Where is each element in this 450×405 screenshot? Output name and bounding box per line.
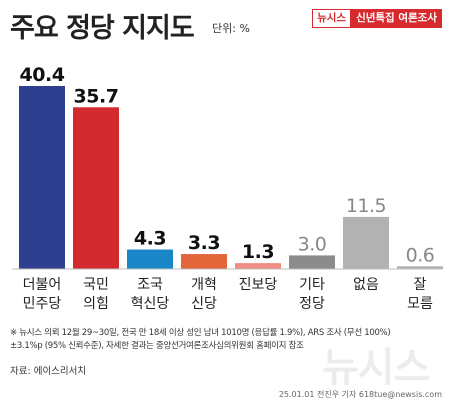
bar	[73, 107, 119, 269]
bar	[343, 216, 389, 269]
category-label: 정당	[299, 296, 325, 312]
bar	[181, 254, 227, 269]
labels-layer: 40.4 35.7 4.3 3.3 1.3 3.0 11.5 0.6	[20, 64, 435, 266]
series-label: 신년특집 여론조사	[351, 9, 442, 28]
category-label: 기타	[299, 277, 325, 293]
page-title: 주요 정당 지지도	[10, 13, 195, 44]
survey-footnote: ※ 뉴시스 의뢰 12월 29~30일, 전국 만 18세 이상 성인 남녀 1…	[10, 327, 442, 353]
category-label: 국민	[83, 277, 109, 293]
bar	[397, 266, 443, 269]
brand-badge: 뉴시스 신년특집 여론조사	[312, 9, 442, 28]
category-label: 모름	[407, 296, 433, 312]
bar	[19, 86, 65, 269]
source-note: 자료: 에이스리서치	[10, 366, 87, 377]
bar-value-label: 35.7	[74, 85, 119, 107]
unit-label: 단위: %	[212, 22, 250, 35]
category-label: 민주당	[23, 296, 62, 312]
bar	[289, 255, 335, 269]
credit-line: 25.01.01 전진우 기자 618tue@newsis.com	[278, 390, 442, 399]
category-label: 진보당	[239, 277, 278, 293]
bars-layer	[19, 86, 443, 269]
bar-value-label: 11.5	[346, 195, 386, 217]
watermark-logo: 뉴시스	[322, 345, 430, 391]
category-label: 잘	[414, 277, 427, 293]
category-label: 개혁	[191, 277, 217, 293]
bar	[235, 263, 281, 269]
category-label: 혁신당	[131, 296, 170, 312]
bar-value-label: 1.3	[242, 241, 274, 263]
footnote-line: ※ 뉴시스 의뢰 12월 29~30일, 전국 만 18세 이상 성인 남녀 1…	[10, 328, 391, 338]
category-label: 없음	[353, 277, 379, 293]
category-label: 더불어	[23, 277, 62, 293]
bar-value-label: 40.4	[20, 64, 65, 86]
bar-value-label: 3.0	[298, 233, 327, 255]
category-label: 의힘	[83, 296, 109, 312]
brand-name: 뉴시스	[312, 9, 352, 28]
category-label: 조국	[137, 277, 163, 293]
footnote-line: ±3.1%p (95% 신뢰수준), 자세한 결과는 중앙선거여론조사심의위원회…	[10, 341, 304, 351]
bar-value-label: 4.3	[134, 228, 166, 250]
category-label: 신당	[191, 296, 217, 312]
bar-value-label: 0.6	[406, 244, 435, 266]
bar	[127, 249, 173, 269]
bar-value-label: 3.3	[188, 232, 220, 254]
